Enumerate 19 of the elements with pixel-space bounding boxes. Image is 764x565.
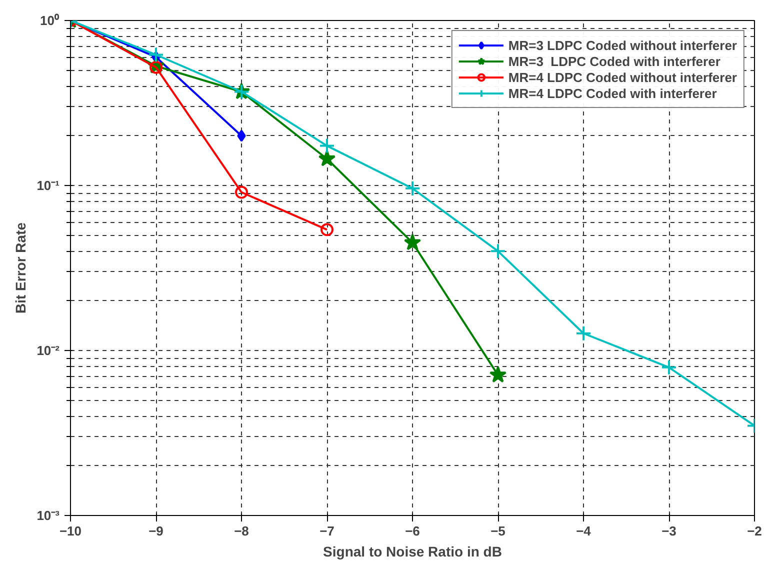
y-tick-label: 10⁻² [36,343,60,358]
y-axis-title: Bit Error Rate [12,222,29,314]
x-tick-label: −8 [234,524,249,538]
legend-label: MR=4 LDPC Coded without interferer [508,69,737,85]
x-tick-label: −6 [405,524,420,538]
x-axis-title: Signal to Noise Ratio in dB [323,544,502,560]
x-tick-label: −9 [148,524,164,538]
y-tick-label: 10⁰ [40,13,60,28]
x-tick-label: −7 [320,524,334,538]
x-tick-label: −2 [747,524,762,538]
x-tick-label: −3 [662,524,676,538]
legend-label: MR=4 LDPC Coded with interferer [508,85,717,101]
y-tick-label: 10⁻³ [36,508,60,523]
x-tick-label: −4 [576,524,592,538]
y-tick-label: 10⁻¹ [36,178,60,193]
x-tick-label: −5 [490,524,506,538]
legend-label: MR=3 LDPC Coded with interferer [508,53,720,69]
legend-label: MR=3 LDPC Coded without interferer [508,37,737,53]
x-tick-label: −10 [59,524,82,538]
